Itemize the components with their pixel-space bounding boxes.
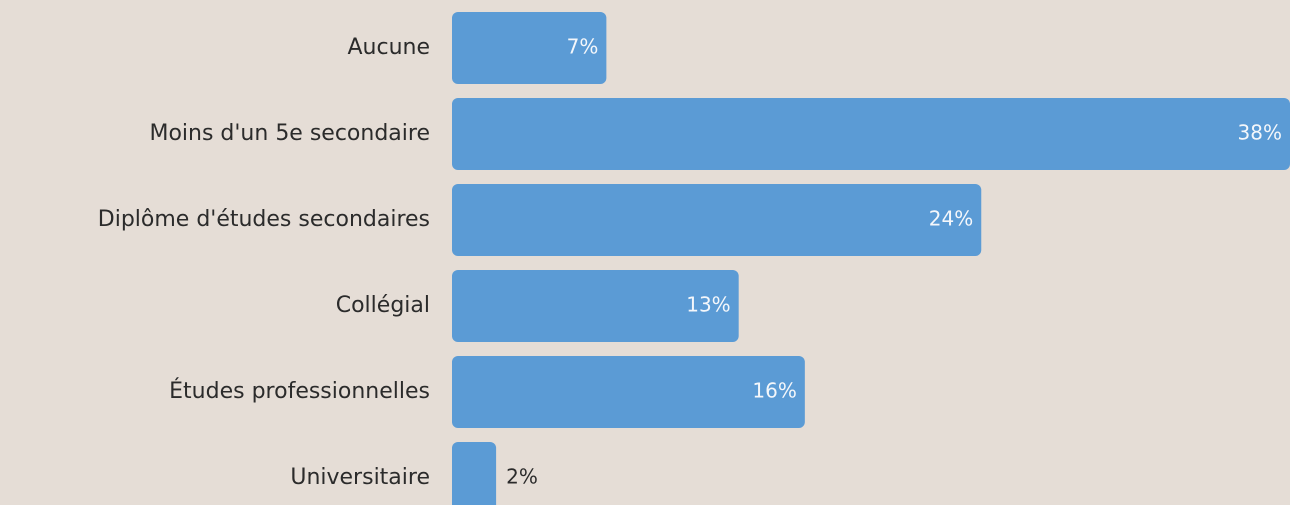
value-label-0: 7% [567, 35, 599, 59]
category-label-0: Aucune [347, 35, 430, 60]
category-label-4: Études professionnelles [169, 378, 430, 404]
bar-3 [452, 270, 739, 342]
bar-4 [452, 356, 805, 428]
category-label-3: Collégial [336, 293, 430, 318]
value-label-2: 24% [929, 207, 973, 231]
value-label-4: 16% [752, 379, 796, 403]
bars-group [452, 12, 1290, 505]
category-label-5: Universitaire [290, 465, 430, 490]
bar-5 [452, 442, 497, 505]
category-labels-group: Aucune Moins d'un 5e secondaire Diplôme d'… [98, 35, 430, 490]
value-label-5: 2% [506, 465, 538, 489]
bar-0 [452, 12, 607, 84]
value-labels-group: 7% 38% 24% 13% 16% 2% [506, 35, 1282, 489]
bar-2 [452, 184, 982, 256]
bar-1 [452, 98, 1290, 170]
value-label-1: 38% [1238, 121, 1282, 145]
category-label-2: Diplôme d'études secondaires [98, 207, 430, 232]
category-label-1: Moins d'un 5e secondaire [149, 121, 430, 146]
value-label-3: 13% [686, 293, 730, 317]
